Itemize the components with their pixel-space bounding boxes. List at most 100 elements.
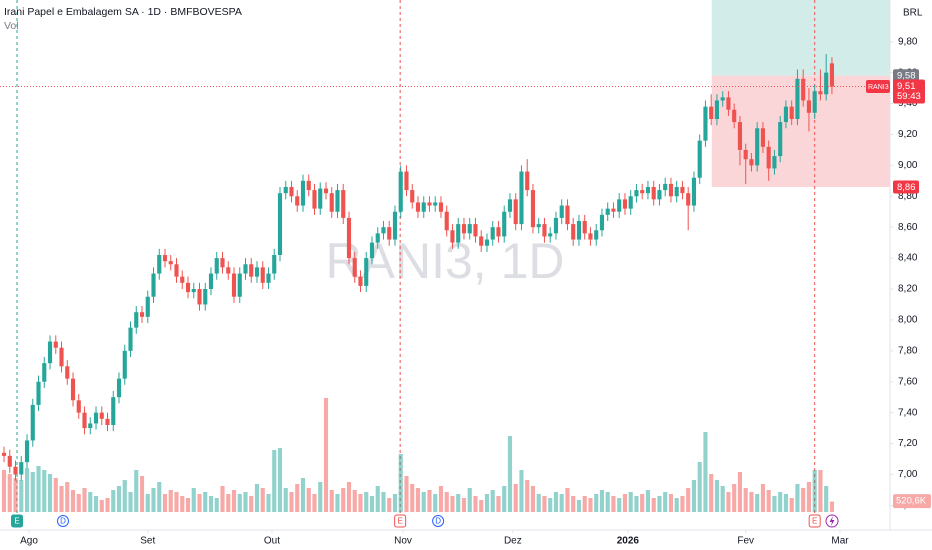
candle-body — [88, 423, 93, 429]
plot-area: RANI3, 1D — [0, 0, 890, 515]
x-tick-label: Out — [264, 536, 280, 547]
y-tick-label: 8,60 — [898, 222, 918, 233]
event-marker — [394, 514, 407, 528]
candle-body — [479, 236, 484, 246]
candle-body — [772, 156, 777, 169]
volume-bar — [519, 470, 524, 512]
candle-body — [461, 224, 467, 234]
volume-bar — [352, 490, 357, 512]
volume-bar — [260, 488, 265, 512]
candle-body — [640, 190, 645, 194]
volume-bar — [254, 484, 260, 512]
volume-bar — [674, 498, 679, 512]
candle-body — [714, 100, 720, 119]
x-tick-label: Mar — [831, 536, 849, 547]
candle-body — [720, 97, 725, 101]
volume-bar — [605, 492, 610, 512]
candle-body — [59, 347, 64, 367]
candle-body — [145, 296, 150, 317]
event-marker — [11, 514, 24, 528]
volume-bar — [691, 480, 697, 512]
candle-body — [93, 412, 99, 424]
candle-body — [565, 205, 570, 225]
candle-body — [214, 258, 219, 274]
volume-bar — [180, 496, 185, 512]
candle-body — [795, 78, 800, 119]
volume-bar — [122, 480, 127, 512]
candle-body — [191, 289, 196, 293]
volume-bar — [582, 496, 587, 512]
candle-body — [203, 289, 208, 305]
volume-bar — [105, 498, 110, 512]
candle-body — [467, 224, 472, 234]
volume-bar — [536, 494, 541, 512]
volume-bar — [404, 476, 409, 512]
volume-bar — [490, 490, 495, 512]
candle-body — [122, 350, 127, 379]
candle-body — [335, 190, 340, 212]
volume-bar — [594, 494, 599, 512]
event-marker — [432, 515, 445, 527]
candle-body — [473, 224, 478, 237]
candle-body — [732, 109, 737, 123]
volume-bar — [513, 484, 518, 512]
volume-bar — [329, 490, 334, 512]
volume-bar — [743, 488, 748, 512]
volume-bar — [300, 478, 306, 512]
candle-body — [530, 190, 536, 228]
volume-bar — [410, 484, 415, 512]
event-marker — [57, 515, 70, 527]
volume-bar — [760, 484, 766, 512]
volume-bar — [433, 494, 438, 512]
volume-bar — [387, 498, 392, 512]
volume-bar — [88, 492, 93, 512]
event-label: D — [435, 517, 441, 526]
volume-bar — [628, 492, 633, 512]
candle-body — [157, 255, 162, 274]
volume-bar — [191, 488, 196, 512]
event-label: E — [397, 517, 402, 526]
candle-body — [237, 273, 242, 297]
volume-bar — [283, 488, 288, 512]
y-tick-label: 8,80 — [898, 191, 918, 202]
volume-bar — [611, 496, 616, 512]
candle-body — [525, 171, 530, 191]
event-label: E — [14, 517, 19, 526]
candle-body — [542, 224, 547, 237]
candle-body — [415, 202, 421, 212]
volume-bar — [645, 490, 651, 512]
x-tick-label: Dez — [504, 536, 522, 547]
candle-body — [709, 106, 714, 119]
volume-bar — [36, 466, 41, 512]
volume-bar — [507, 436, 513, 512]
volume-bar — [277, 448, 283, 512]
volume-bar — [312, 494, 317, 512]
volume-bar — [427, 490, 432, 512]
candle-body — [829, 63, 835, 87]
candle-body — [651, 187, 656, 200]
candle-body — [364, 258, 369, 286]
y-tick-label: 7,20 — [898, 438, 918, 449]
volume-bar — [162, 494, 168, 512]
volume-bar — [59, 486, 64, 512]
candle-body — [30, 404, 35, 441]
volume-bar — [818, 470, 823, 512]
candle-body — [105, 418, 110, 425]
volume-bar — [392, 494, 398, 512]
candle-body — [806, 100, 812, 113]
candle-body — [231, 273, 237, 297]
volume-bar — [473, 496, 478, 512]
candle-body — [197, 289, 202, 305]
volume-bar — [369, 496, 375, 512]
candle-body — [254, 267, 260, 277]
volume-bar — [151, 488, 156, 512]
candle-body — [605, 208, 610, 215]
candle-body — [329, 193, 334, 212]
candle-body — [668, 183, 674, 197]
candle-body — [168, 261, 173, 265]
volume-bar — [168, 490, 173, 512]
volume-bar — [421, 492, 426, 512]
volume-bar — [709, 474, 714, 512]
candle-body — [404, 171, 409, 191]
last-price-box — [893, 79, 925, 104]
